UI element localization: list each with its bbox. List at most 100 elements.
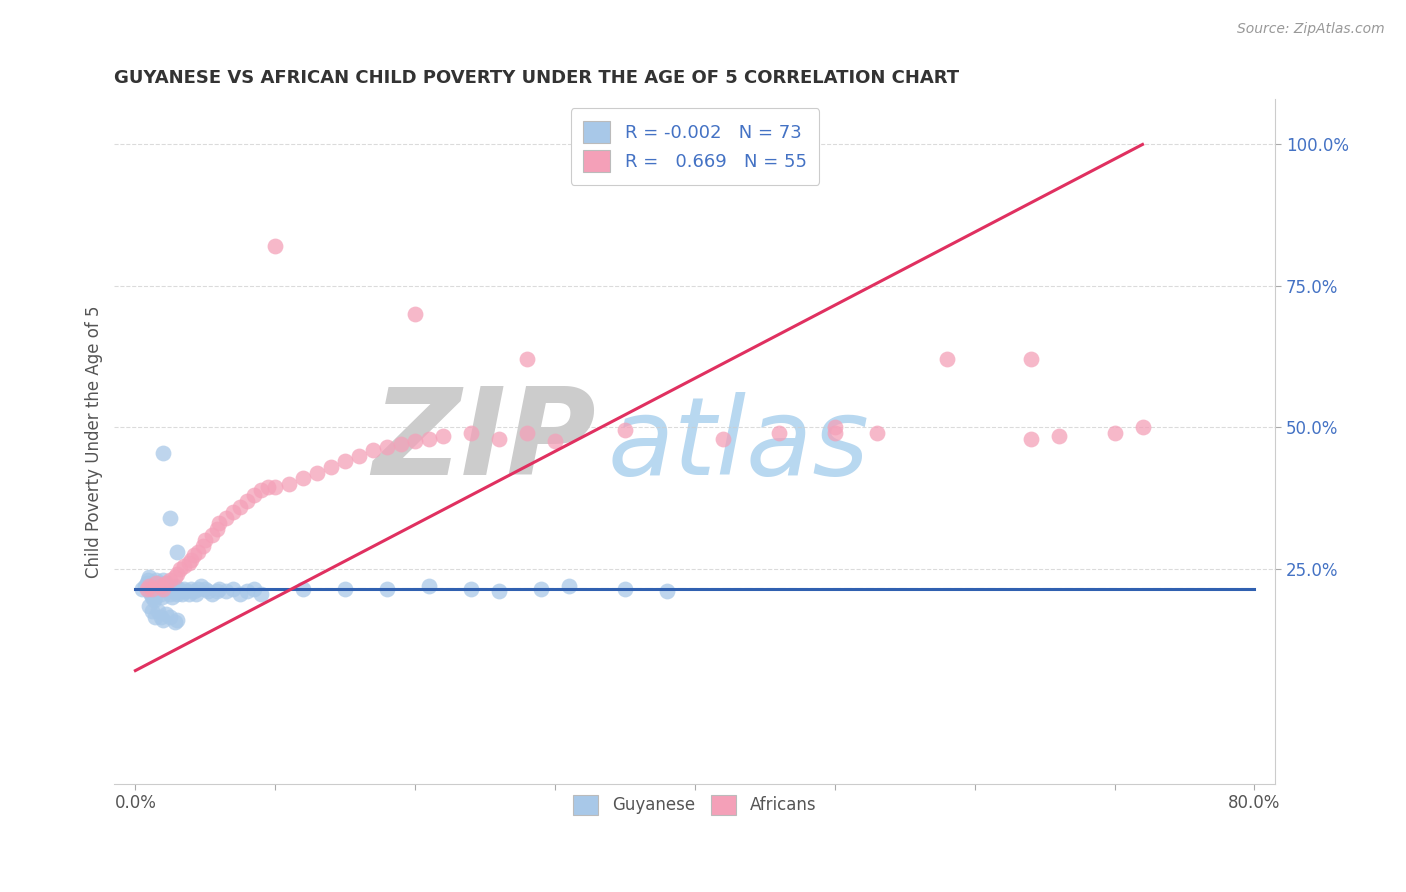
Point	[167, 582, 190, 596]
Point	[141, 590, 163, 604]
Point	[866, 425, 889, 440]
Point	[1019, 352, 1042, 367]
Point	[152, 573, 174, 587]
Point	[152, 613, 174, 627]
Point	[180, 553, 202, 567]
Point	[149, 610, 172, 624]
Point	[173, 558, 195, 573]
Point	[222, 582, 245, 596]
Point	[307, 466, 329, 480]
Y-axis label: Child Poverty Under the Age of 5: Child Poverty Under the Age of 5	[86, 305, 103, 578]
Point	[141, 604, 163, 618]
Point	[159, 587, 181, 601]
Point	[530, 582, 553, 596]
Point	[173, 582, 195, 596]
Point	[205, 584, 228, 599]
Point	[1047, 429, 1070, 443]
Point	[404, 307, 426, 321]
Point	[250, 587, 273, 601]
Point	[201, 587, 224, 601]
Point	[148, 582, 170, 596]
Point	[155, 607, 177, 621]
Point	[824, 425, 846, 440]
Point	[201, 528, 224, 542]
Point	[236, 494, 259, 508]
Point	[187, 545, 209, 559]
Point	[488, 584, 510, 599]
Legend: Guyanese, Africans: Guyanese, Africans	[565, 787, 825, 823]
Point	[155, 579, 177, 593]
Point	[375, 440, 398, 454]
Point	[243, 488, 266, 502]
Point	[264, 239, 287, 253]
Point	[141, 582, 163, 596]
Point	[159, 610, 181, 624]
Point	[215, 584, 238, 599]
Point	[146, 604, 169, 618]
Point	[361, 442, 384, 457]
Point	[250, 483, 273, 497]
Point	[160, 590, 183, 604]
Point	[145, 573, 167, 587]
Point	[418, 579, 440, 593]
Point	[1019, 432, 1042, 446]
Point	[155, 575, 177, 590]
Point	[418, 432, 440, 446]
Point	[292, 582, 315, 596]
Point	[170, 587, 193, 601]
Text: Source: ZipAtlas.com: Source: ZipAtlas.com	[1237, 22, 1385, 37]
Point	[138, 584, 160, 599]
Point	[174, 584, 197, 599]
Point	[166, 545, 188, 559]
Point	[135, 582, 157, 596]
Point	[404, 434, 426, 449]
Point	[460, 582, 482, 596]
Point	[278, 476, 301, 491]
Point	[711, 432, 734, 446]
Point	[143, 610, 166, 624]
Point	[264, 480, 287, 494]
Point	[614, 582, 637, 596]
Point	[229, 587, 252, 601]
Point	[177, 556, 200, 570]
Point	[375, 582, 398, 596]
Text: atlas: atlas	[607, 392, 870, 498]
Point	[149, 579, 172, 593]
Point	[236, 584, 259, 599]
Point	[169, 584, 191, 599]
Point	[142, 592, 165, 607]
Point	[177, 587, 200, 601]
Point	[389, 437, 412, 451]
Point	[146, 575, 169, 590]
Point	[138, 579, 160, 593]
Point	[257, 480, 280, 494]
Text: GUYANESE VS AFRICAN CHILD POVERTY UNDER THE AGE OF 5 CORRELATION CHART: GUYANESE VS AFRICAN CHILD POVERTY UNDER …	[114, 69, 959, 87]
Point	[152, 582, 174, 596]
Point	[162, 582, 184, 596]
Point	[139, 587, 162, 601]
Point	[187, 582, 209, 596]
Point	[347, 449, 370, 463]
Point	[222, 505, 245, 519]
Point	[558, 579, 581, 593]
Point	[138, 599, 160, 613]
Point	[152, 582, 174, 596]
Point	[935, 352, 957, 367]
Point	[768, 425, 790, 440]
Point	[191, 539, 214, 553]
Point	[516, 352, 538, 367]
Point	[544, 434, 567, 449]
Point	[145, 575, 167, 590]
Point	[184, 587, 207, 601]
Text: ZIP: ZIP	[373, 383, 596, 500]
Point	[335, 454, 357, 468]
Point	[149, 587, 172, 601]
Point	[321, 459, 343, 474]
Point	[488, 432, 510, 446]
Point	[131, 582, 153, 596]
Point	[157, 584, 180, 599]
Point	[1132, 420, 1154, 434]
Point	[824, 420, 846, 434]
Point	[655, 584, 678, 599]
Point	[152, 446, 174, 460]
